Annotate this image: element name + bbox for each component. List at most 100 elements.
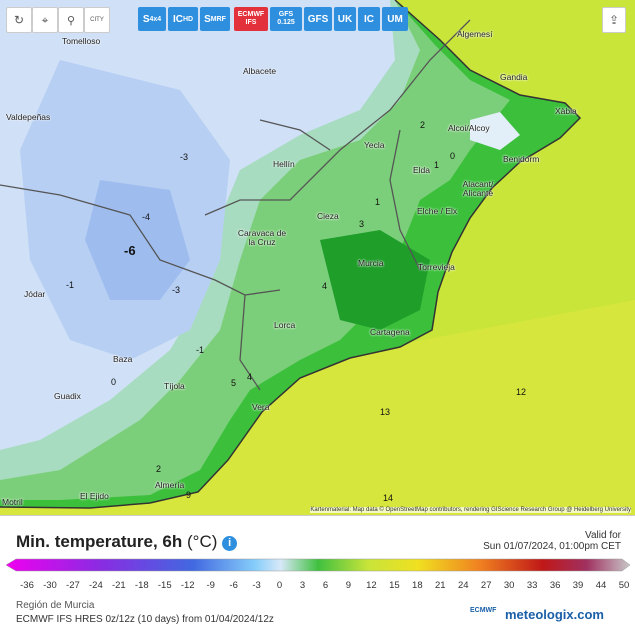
city-label: Benidorm (503, 154, 540, 164)
scale-tick-label: -15 (157, 580, 172, 591)
city-label: Yecla (364, 140, 385, 150)
button-label: UK (337, 13, 353, 25)
scale-tick-label: -9 (206, 580, 215, 591)
city-label: Xàbia (555, 106, 577, 116)
scale-tick-label: 0 (276, 580, 283, 591)
valid-time: Sun 01/07/2024, 01:00pm CET (483, 541, 621, 552)
contour-label: 4 (322, 281, 328, 291)
refresh-button[interactable]: ↻ (6, 7, 32, 33)
map: Tomelloso Valdepeñas Albacete Hellín Yecla Al… (0, 0, 635, 515)
contour-label: 3 (359, 219, 365, 229)
attribution: Kartenmaterial: Map data © OpenStreetMap… (310, 507, 631, 513)
contour-label: 5 (231, 378, 237, 388)
button-label: IC (172, 13, 183, 25)
scale-tick-label: -36 (20, 580, 34, 591)
color-scale (5, 558, 631, 572)
model-button[interactable]: IC (358, 7, 380, 31)
location-button[interactable]: ⌖ (32, 7, 58, 33)
scale-tick-label: -24 (89, 580, 103, 591)
scale-tick-label: 24 (457, 580, 469, 591)
zoom-button[interactable]: ⚲ (58, 7, 84, 33)
model-button[interactable]: UM (382, 7, 408, 31)
button-sub: 0.125 (277, 19, 295, 26)
city-button[interactable]: CITY (84, 7, 110, 33)
city-label: Elche / Elx (417, 206, 458, 216)
scale-tick-label: 21 (435, 580, 446, 591)
contour-label: 1 (434, 160, 440, 170)
city-label: Cieza (317, 211, 339, 221)
map-graphic (0, 0, 635, 515)
contour-label: 1 (375, 197, 381, 207)
model-button[interactable]: S 4x4 (138, 7, 166, 31)
scale-tick-label: 39 (572, 580, 584, 591)
contour-label: 2 (420, 120, 426, 130)
city-label: Almería (155, 480, 185, 490)
button-label: GFS (307, 13, 329, 25)
city-label: Gandia (500, 72, 528, 82)
valid: Valid for Sun 01/07/2024, 01:00pm CET (483, 530, 621, 552)
scale-tick-label: 33 (526, 580, 538, 591)
city-label: Baza (113, 354, 133, 364)
contour-label: -4 (142, 212, 151, 222)
model-button[interactable]: GFS 0.125 (270, 7, 302, 31)
contour-label: -3 (172, 285, 181, 295)
scale-tick-label: -12 (180, 580, 195, 591)
city-label: Cartagena (370, 327, 410, 337)
scale-tick-label: 6 (322, 580, 329, 591)
scale-tick-label: 44 (595, 580, 607, 591)
scale-tick-label: 3 (299, 580, 306, 591)
button-label: ECMWF (237, 11, 265, 18)
contour-label: -3 (180, 152, 189, 162)
button-label: GFS (278, 11, 294, 18)
divider (0, 515, 635, 516)
city-label: Torrevieja (418, 262, 455, 272)
city-label: Elda (413, 165, 431, 175)
city-label: Alcoi/Alcoy (448, 123, 490, 133)
city-label: Murcia (358, 258, 384, 268)
scale-tick-label: 12 (366, 580, 377, 591)
contour-label: 2 (156, 464, 162, 474)
model-button[interactable]: S MRF (200, 7, 230, 31)
city-label: Alacant/ Alicante (462, 179, 494, 198)
city-label: Motril (2, 497, 23, 507)
contour-label: 4 (247, 372, 253, 382)
scale-tick-label: -27 (66, 580, 80, 591)
city-label: El Ejido (80, 491, 109, 501)
button-sub: HD (182, 15, 194, 23)
contour-label: 13 (380, 407, 391, 417)
region: Región de Murcia (16, 600, 95, 611)
brand[interactable]: meteologix.com (505, 607, 604, 622)
scale-tick-label: 30 (503, 580, 515, 591)
unit: (°C) (187, 532, 218, 551)
city-label: Tomelloso (62, 36, 101, 46)
footer-title: Min. temperature, 6h (°C) i (16, 532, 238, 552)
scale-tick-label: 27 (480, 580, 492, 591)
title: Min. temperature, 6h (16, 532, 183, 551)
scale-tick-label: 50 (618, 580, 630, 591)
scale-tick-label: 18 (412, 580, 423, 591)
city-label: Albacete (243, 66, 277, 76)
model-run: ECMWF IFS HRES 0z/12z (10 days) from 01/… (16, 614, 274, 625)
scale-tick-label: 9 (345, 580, 352, 591)
model-button[interactable]: IC HD (168, 7, 198, 31)
contour-label: 0 (450, 151, 456, 161)
model-button[interactable]: GFS (304, 7, 332, 31)
scale-tick-label: -6 (229, 580, 238, 591)
city-label: Tíjola (164, 381, 185, 391)
scale-tick-label: -21 (111, 580, 126, 591)
contour-label: 14 (383, 493, 394, 503)
button-label: UM (387, 13, 403, 25)
share-button[interactable]: ⇪ (602, 7, 626, 33)
contour-label: -1 (196, 345, 205, 355)
button-sub: IFS (245, 19, 257, 26)
contour-label: -6 (124, 243, 136, 258)
button-label: IC (364, 13, 374, 25)
city-label: Hellín (273, 159, 295, 169)
info-button[interactable]: i (222, 536, 238, 551)
button-sub: 4x4 (149, 15, 162, 23)
model-button[interactable]: UK (334, 7, 356, 31)
city-label: Valdepeñas (6, 112, 51, 122)
model-button[interactable]: ECMWF IFS (234, 7, 268, 31)
scale-tick-label: -3 (252, 580, 261, 591)
